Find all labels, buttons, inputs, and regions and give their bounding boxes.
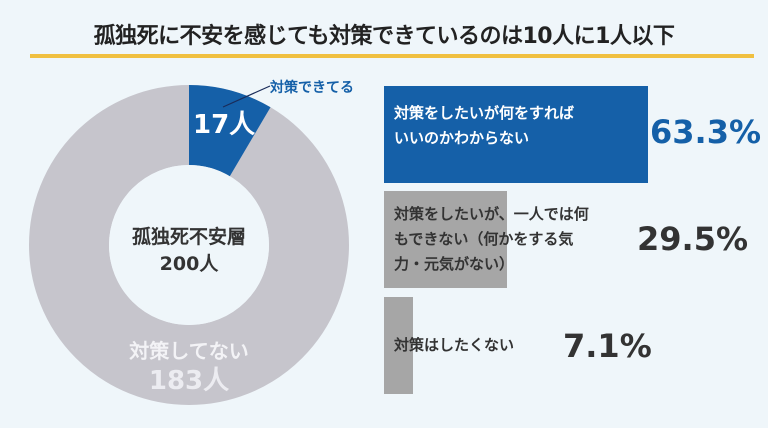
slice-label-acting: 対策できてる xyxy=(270,80,354,96)
bar-label-line: 対策はしたくない xyxy=(394,336,515,354)
slice-label-not-acting: 対策してない xyxy=(129,339,249,363)
donut-slice-acting xyxy=(189,85,271,177)
slice-value-acting: 17人 xyxy=(193,110,256,140)
bar-label-line: もできない（何かをする気 xyxy=(394,230,574,248)
bar-label-line: 力・元気がない） xyxy=(394,255,515,273)
bar-label-line: 対策をしたいが、一人では何 xyxy=(394,205,589,223)
bar-label-line: 対策をしたいが何をすれば xyxy=(394,104,575,122)
leader-line xyxy=(222,85,271,108)
slice-value-not-acting: 183人 xyxy=(148,366,230,396)
donut-hole xyxy=(109,165,269,325)
title-underline xyxy=(30,54,754,58)
chart-title: 孤独死に不安を感じても対策できているのは10人に1人以下 xyxy=(93,24,675,49)
bar-label-line: いいのかわからない xyxy=(394,129,530,147)
bar-value-cannot-alone: 29.5% xyxy=(637,220,749,258)
donut-chart xyxy=(29,85,349,405)
bar-value-dont-want: 7.1% xyxy=(563,327,652,365)
bar-dont-know-how xyxy=(384,86,648,183)
bar-cannot-alone xyxy=(384,191,507,288)
bar-label-dont-know-how: 対策をしたいが何をすれば いいのかわからない xyxy=(394,101,574,151)
donut-center-title: 孤独死不安層 xyxy=(131,226,246,248)
bar-label-cannot-alone: 対策をしたいが、一人では何 もできない（何かをする気 力・元気がない） xyxy=(394,202,589,277)
bar-label-dont-want: 対策はしたくない xyxy=(394,333,514,358)
bar-dont-want xyxy=(384,297,413,394)
donut-center-total: 200人 xyxy=(159,253,219,275)
bar-value-dont-know-how: 63.3% xyxy=(650,113,762,151)
